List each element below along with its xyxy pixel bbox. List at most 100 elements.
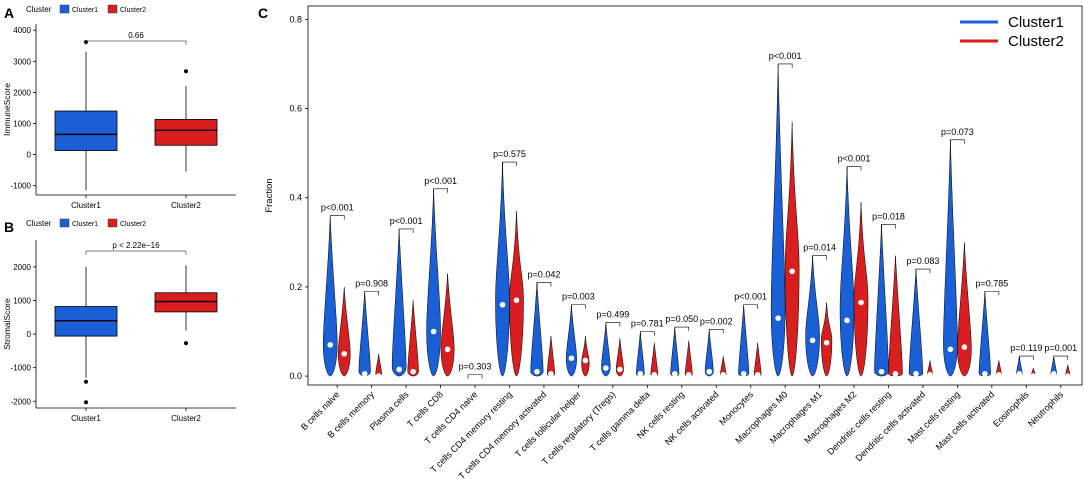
median-point <box>375 373 382 379</box>
box-cluster2 <box>154 69 218 172</box>
x-tick-label: Mast cells activated <box>934 389 997 452</box>
y-tick-label: 0 <box>27 330 32 339</box>
violin-group: p=0.014 <box>803 243 836 377</box>
median-point <box>961 344 968 350</box>
p-value-label: p=0.303 <box>459 362 492 372</box>
violin-cluster2 <box>784 121 800 377</box>
legend-title: Cluster <box>26 219 52 228</box>
p-bracket <box>708 328 724 334</box>
violin-group: p=0.908 <box>355 278 388 379</box>
x-tick-label: Cluster1 <box>71 414 101 423</box>
violin-cluster1 <box>978 291 991 377</box>
box-body <box>154 119 218 146</box>
median-point <box>651 371 658 378</box>
violin-cluster2 <box>407 300 419 377</box>
p-bracket <box>502 161 517 167</box>
violin-cluster1 <box>358 291 371 377</box>
p-value-label: p<0.001 <box>390 216 423 226</box>
median-point <box>740 371 747 377</box>
outlier-point <box>184 69 188 74</box>
p-bracket <box>571 304 586 309</box>
violin-group: p=0.119 <box>1010 343 1042 379</box>
median-point <box>823 339 830 346</box>
legend-label: Cluster2 <box>120 7 146 14</box>
legend: Cluster1 Cluster2 <box>960 14 1064 50</box>
median-point <box>982 371 988 377</box>
x-tick-label: Dendritic cells resting <box>825 389 893 457</box>
p-value-label: p=0.042 <box>528 269 561 279</box>
violin-group: p=0.042 <box>528 269 561 377</box>
p-bracket <box>605 322 621 327</box>
violin-cluster1 <box>565 304 577 377</box>
violin-group: p=0.303 <box>459 362 492 379</box>
violin-cluster1 <box>704 329 714 377</box>
violin-cluster2 <box>888 255 903 377</box>
x-tick-label: Cluster1 <box>71 201 101 210</box>
x-tick-label: Eosinophils <box>991 389 1031 429</box>
median-point <box>513 297 520 304</box>
median-point <box>430 328 437 335</box>
median-point <box>809 337 816 344</box>
plot-frame <box>307 5 1083 386</box>
median-point <box>754 371 761 378</box>
outlier-point <box>84 400 88 405</box>
legend-label: Cluster1 <box>72 7 98 14</box>
panel-letter: A <box>4 5 14 21</box>
outlier-point <box>84 379 88 384</box>
violin-cluster1 <box>943 139 958 377</box>
median-point <box>1030 373 1037 379</box>
legend-swatch-cluster1 <box>59 218 70 228</box>
p-bracket <box>674 326 690 332</box>
p-bracket <box>467 374 483 379</box>
p-value-label: p<0.001 <box>838 154 871 164</box>
violin-cluster1 <box>530 282 544 377</box>
median-point <box>892 371 899 377</box>
y-tick-label: 1000 <box>13 296 31 305</box>
legend-label: Cluster1 <box>1008 14 1064 31</box>
y-axis-label: StromalScore <box>2 298 12 350</box>
panel-letter: C <box>258 5 268 21</box>
violin-cluster1 <box>670 327 680 377</box>
median-point <box>844 317 850 324</box>
p-value-label: p<0.001 <box>734 292 767 302</box>
y-tick-label: 0.4 <box>289 193 302 203</box>
median-point <box>947 346 954 353</box>
violin-cluster1 <box>738 304 750 377</box>
violin-cluster1 <box>805 255 820 377</box>
p-value-label: p=0.499 <box>596 310 629 320</box>
x-tick-label: Cluster2 <box>171 414 201 423</box>
median-point <box>927 371 933 378</box>
legend-label: Cluster2 <box>120 221 146 228</box>
median-point <box>913 371 919 377</box>
p-bracket <box>812 255 827 260</box>
violin-cluster2 <box>684 340 693 377</box>
box-body <box>54 110 118 151</box>
violin-group: p<0.001 <box>321 203 354 377</box>
p-value-label: p=0.781 <box>631 318 664 328</box>
p-bracket <box>398 228 414 233</box>
y-tick-label: -2000 <box>11 397 32 406</box>
legend-label: Cluster2 <box>1008 33 1064 50</box>
y-tick-label: 0.6 <box>289 104 302 114</box>
p-value-label: 0.66 <box>128 31 144 40</box>
legend-label: Cluster1 <box>72 221 98 228</box>
median-point <box>1050 371 1057 377</box>
legend-title: Cluster <box>26 5 52 14</box>
x-tick-label: Neutrophils <box>1026 389 1066 429</box>
p-value-label: p=0.018 <box>872 211 905 221</box>
median-point <box>1016 371 1023 377</box>
panel-b: B Cluster Cluster1 Cluster2 -2000 -1000 0 1000 2… <box>2 218 236 423</box>
violin-cluster1 <box>391 228 407 377</box>
violin-cluster2 <box>615 338 624 377</box>
median-point <box>996 371 1002 378</box>
p-bracket <box>364 291 379 296</box>
p-bracket <box>1019 355 1034 361</box>
y-axis-label: Fraction <box>264 178 275 212</box>
violin-group: p=0.785 <box>975 278 1008 378</box>
median-point <box>499 301 506 308</box>
y-tick-label: 0.0 <box>289 371 302 381</box>
y-axis-label: ImmuneScore <box>2 83 12 136</box>
violin-cluster2 <box>440 273 455 377</box>
p-value-label: p<0.001 <box>424 176 457 186</box>
median-point <box>637 371 644 377</box>
